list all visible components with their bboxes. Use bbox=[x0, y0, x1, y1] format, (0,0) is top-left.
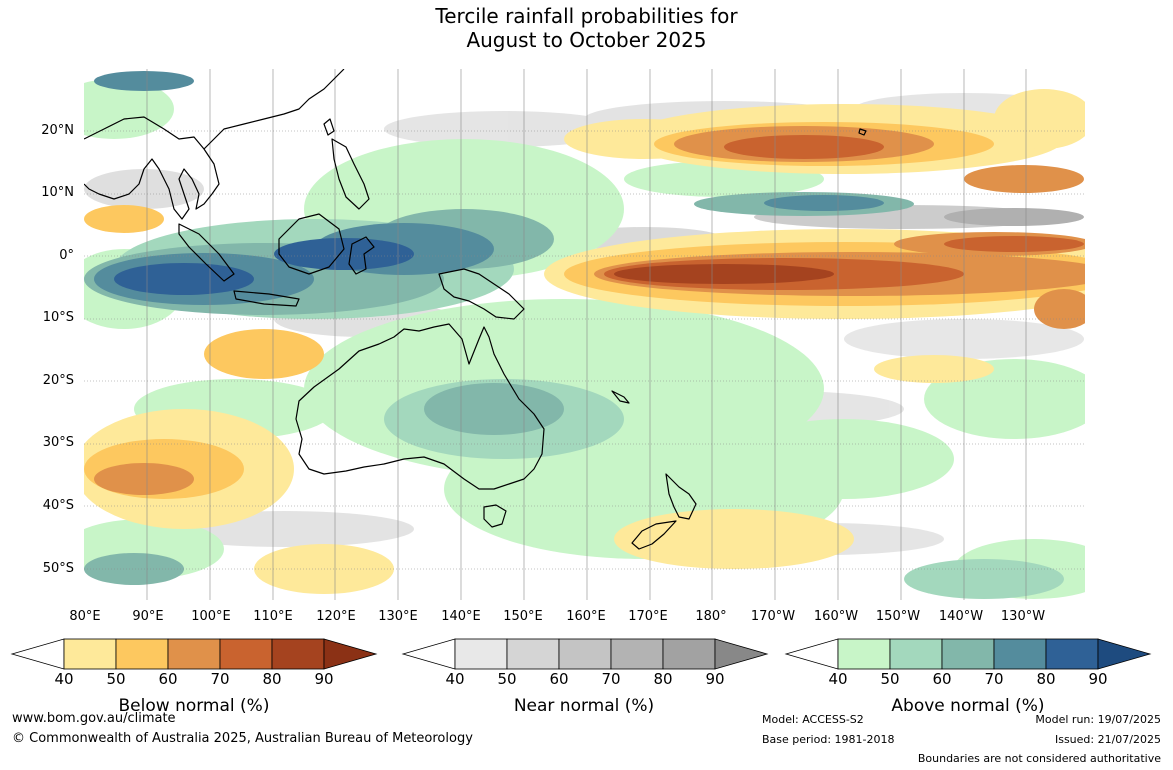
colorbar-above-seg-5 bbox=[1045, 638, 1099, 670]
colorbar-above-label: Above normal (%) bbox=[891, 696, 1045, 716]
below-normal-patches bbox=[84, 89, 1085, 594]
colorbar-below-seg-2 bbox=[115, 638, 169, 670]
lat-label: 20°N bbox=[41, 123, 74, 138]
colorbar-above-tick: 80 bbox=[1036, 670, 1056, 688]
lat-label: 20°S bbox=[42, 373, 74, 388]
lon-label: 180° bbox=[695, 609, 727, 624]
new-zealand-south-coastline bbox=[631, 520, 677, 550]
tasmania-coastline bbox=[483, 504, 507, 528]
colorbar-above-tick: 90 bbox=[1088, 670, 1108, 688]
lon-label: 130°W bbox=[1000, 609, 1046, 624]
colorbar-near-seg-2 bbox=[506, 638, 560, 670]
java-coastline bbox=[233, 290, 300, 307]
colorbar-below-seg-1 bbox=[63, 638, 117, 670]
base-period-text: Base period: 1981-2018 bbox=[762, 733, 895, 746]
lat-label: 30°S bbox=[42, 435, 74, 450]
colorbar-above-seg-3 bbox=[941, 638, 995, 670]
colorbar-above-tick: 70 bbox=[984, 670, 1004, 688]
lon-label: 120°E bbox=[316, 609, 356, 624]
model-text: Model: ACCESS-S2 bbox=[762, 713, 864, 726]
new-guinea-coastline bbox=[438, 268, 525, 320]
colorbar-below-seg-5 bbox=[271, 638, 325, 670]
copyright-text: © Commonwealth of Australia 2025, Austra… bbox=[12, 731, 473, 746]
colorbar-above-seg-6 bbox=[1097, 638, 1152, 670]
colorbar-near-seg-6 bbox=[714, 638, 769, 670]
title-line-1: Tercile rainfall probabilities for bbox=[435, 4, 738, 28]
colorbar-below-tick: 60 bbox=[158, 670, 178, 688]
hawaii-coastline bbox=[858, 128, 867, 136]
taiwan-coastline bbox=[323, 118, 335, 136]
colorbar-above-normal bbox=[784, 638, 1152, 670]
map-title: Tercile rainfall probabilities for Augus… bbox=[0, 4, 1173, 52]
colorbar-below-tick: 90 bbox=[314, 670, 334, 688]
colorbar-below-tick: 40 bbox=[54, 670, 74, 688]
lat-label: 40°S bbox=[42, 498, 74, 513]
colorbar-above-seg-0 bbox=[784, 638, 839, 670]
lon-label: 150°E bbox=[503, 609, 543, 624]
disclaimer-text: Boundaries are not considered authoritat… bbox=[917, 752, 1161, 765]
colorbar-above-seg-4 bbox=[993, 638, 1047, 670]
colorbar-near-normal bbox=[401, 638, 769, 670]
colorbar-near-tick: 70 bbox=[601, 670, 621, 688]
colorbar-below-seg-3 bbox=[167, 638, 221, 670]
china-coastline bbox=[203, 69, 345, 150]
colorbar-near-tick: 60 bbox=[549, 670, 569, 688]
model-run-text: Model run: 19/07/2025 bbox=[1035, 713, 1161, 726]
colorbar-below-label: Below normal (%) bbox=[118, 696, 270, 716]
colorbar-near-seg-1 bbox=[454, 638, 508, 670]
lon-label: 130°E bbox=[378, 609, 418, 624]
colorbar-near-label: Near normal (%) bbox=[513, 696, 655, 716]
colorbar-above-tick: 50 bbox=[880, 670, 900, 688]
colorbar-near-seg-5 bbox=[662, 638, 716, 670]
lon-label: 170°E bbox=[628, 609, 668, 624]
lon-label: 160°W bbox=[813, 609, 859, 624]
lon-label: 100°E bbox=[191, 609, 231, 624]
sulawesi-coastline bbox=[348, 236, 375, 275]
mainland-asia-coastline bbox=[84, 116, 220, 220]
colorbar-below-normal bbox=[10, 638, 378, 670]
website-link[interactable]: www.bom.gov.au/climate bbox=[12, 711, 176, 726]
colorbar-near-seg-3 bbox=[558, 638, 612, 670]
colorbar-below-tick: 80 bbox=[262, 670, 282, 688]
colorbar-below-seg-6 bbox=[323, 638, 378, 670]
borneo-coastline bbox=[278, 213, 345, 275]
lon-label: 80°E bbox=[69, 609, 101, 624]
colorbar-near-tick: 80 bbox=[653, 670, 673, 688]
rainfall-probability-map bbox=[84, 69, 1085, 600]
lon-label: 170°W bbox=[750, 609, 796, 624]
colorbar-above-tick: 40 bbox=[828, 670, 848, 688]
new-caledonia-coastline bbox=[611, 390, 630, 404]
sumatra-coastline bbox=[178, 223, 235, 282]
lon-label: 140°E bbox=[441, 609, 481, 624]
issued-text: Issued: 21/07/2025 bbox=[1054, 733, 1161, 746]
title-line-2: August to October 2025 bbox=[466, 28, 707, 52]
lat-label: 10°S bbox=[42, 310, 74, 325]
colorbar-below-seg-0 bbox=[10, 638, 65, 670]
colorbar-below-tick: 70 bbox=[210, 670, 230, 688]
lon-label: 160°E bbox=[566, 609, 606, 624]
philippines-coastline bbox=[331, 138, 370, 210]
lat-label: 10°N bbox=[41, 185, 74, 200]
colorbar-below-seg-4 bbox=[219, 638, 273, 670]
australia-coastline bbox=[295, 323, 545, 490]
colorbar-below-tick: 50 bbox=[106, 670, 126, 688]
colorbar-near-seg-0 bbox=[401, 638, 456, 670]
colorbar-near-tick: 50 bbox=[497, 670, 517, 688]
lon-label: 140°W bbox=[938, 609, 984, 624]
new-zealand-north-coastline bbox=[665, 473, 697, 520]
colorbar-near-seg-4 bbox=[610, 638, 664, 670]
lon-label: 150°W bbox=[875, 609, 921, 624]
lon-label: 110°E bbox=[253, 609, 293, 624]
above-normal-patches bbox=[84, 71, 1085, 599]
colorbar-near-tick: 40 bbox=[445, 670, 465, 688]
colorbar-above-seg-2 bbox=[889, 638, 943, 670]
coastlines bbox=[84, 69, 867, 550]
lon-label: 90°E bbox=[132, 609, 164, 624]
lat-label: 0° bbox=[59, 248, 74, 263]
colorbar-above-tick: 60 bbox=[932, 670, 952, 688]
colorbar-above-seg-1 bbox=[837, 638, 891, 670]
colorbar-near-tick: 90 bbox=[705, 670, 725, 688]
lat-label: 50°S bbox=[42, 561, 74, 576]
